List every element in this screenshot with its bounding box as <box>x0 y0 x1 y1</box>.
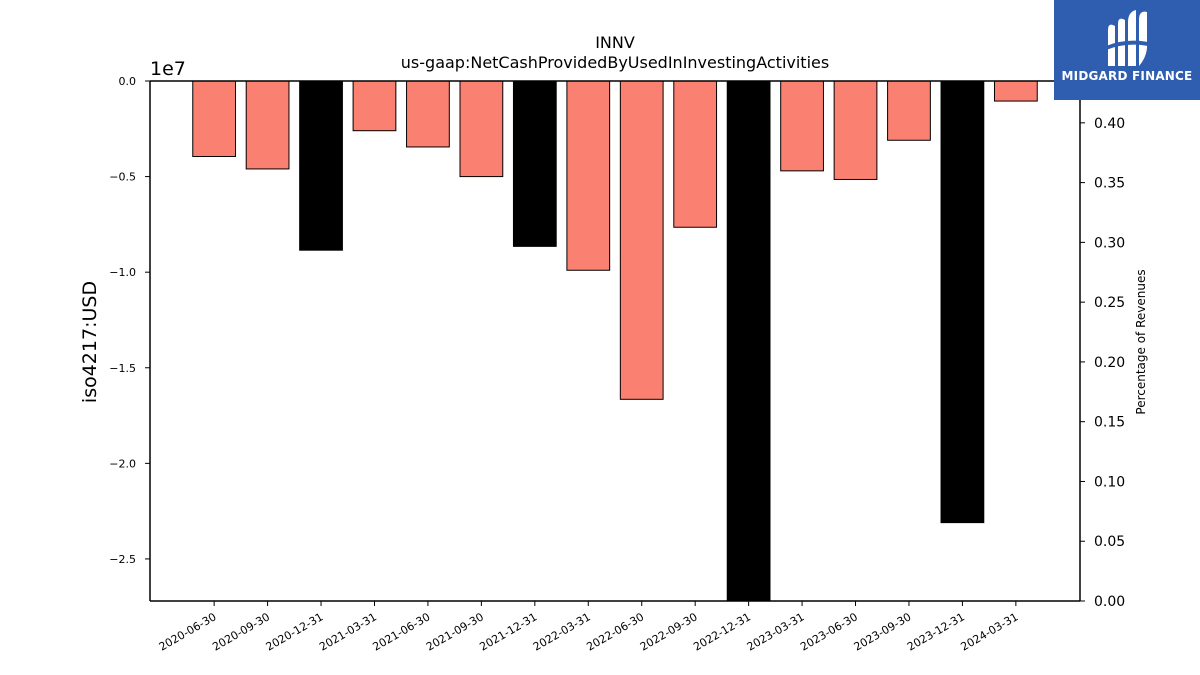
x-tick-label: 2020-06-30 <box>157 610 219 653</box>
bar-2020-06-30 <box>192 80 237 158</box>
bar-2022-06-30 <box>619 80 664 400</box>
y-axis-label: iso4217:USD <box>79 281 101 403</box>
y2-tick-label: 0.20 <box>1094 355 1125 371</box>
y2-tick-label: 0.25 <box>1094 295 1125 311</box>
x-tick-label: 2023-09-30 <box>852 610 914 653</box>
y2-tick-label: 0.30 <box>1094 235 1125 251</box>
bar-2021-09-30 <box>459 80 504 178</box>
x-tick-label: 2020-12-31 <box>264 610 326 653</box>
x-tick-label: 2023-03-31 <box>745 610 807 653</box>
y-tick-label: −0.5 <box>109 171 136 184</box>
x-tick-label: 2024-03-31 <box>959 610 1021 653</box>
bar-2024-03-31 <box>993 80 1038 102</box>
y2-tick-label: 0.00 <box>1094 594 1125 610</box>
x-tick-label: 2021-12-31 <box>477 610 539 653</box>
y-tick-label: −2.0 <box>109 457 136 470</box>
chart-title: INNV <box>595 33 635 52</box>
y-offset-label: 1e7 <box>150 58 186 80</box>
chart-subtitle: us-gaap:NetCashProvidedByUsedInInvesting… <box>401 53 829 72</box>
y2-tick-label: 0.10 <box>1094 474 1125 490</box>
bar-2021-06-30 <box>406 80 450 148</box>
x-tick-label: 2021-03-31 <box>317 610 379 653</box>
y-tick-label: −2.5 <box>109 553 136 566</box>
bar-2022-09-30 <box>673 80 718 228</box>
company-logo: MIDGARD FINANCE <box>1054 0 1200 100</box>
bars-layer <box>192 80 1038 602</box>
bar-2021-12-31 <box>512 80 557 247</box>
bar-2023-09-30 <box>887 80 931 141</box>
x-tick-label: 2023-12-31 <box>905 610 967 653</box>
x-tick-label: 2022-09-30 <box>638 610 700 653</box>
bar-2021-03-31 <box>352 80 397 132</box>
x-tick-label: 2021-06-30 <box>371 610 433 653</box>
y-tick-label: 0.0 <box>119 75 137 88</box>
y2-axis-label: Percentage of Revenues <box>1134 269 1148 414</box>
logo-text: MIDGARD FINANCE <box>1061 69 1193 83</box>
bar-2022-12-31 <box>726 80 771 602</box>
bar-2023-06-30 <box>833 80 878 180</box>
x-tick-label: 2023-06-30 <box>798 610 860 653</box>
bar-2020-09-30 <box>245 80 290 170</box>
x-tick-label: 2021-09-30 <box>424 610 486 653</box>
y-tick-label: −1.5 <box>109 362 136 375</box>
x-tick-label: 2022-03-31 <box>531 610 593 653</box>
y2-tick-label: 0.40 <box>1094 116 1125 132</box>
bar-2020-12-31 <box>299 80 343 251</box>
x-tick-label: 2022-06-30 <box>584 610 646 653</box>
midgard-logo-icon <box>1106 10 1148 67</box>
bar-2023-12-31 <box>940 80 985 524</box>
x-tick-label: 2020-09-30 <box>210 610 272 653</box>
x-tick-label: 2022-12-31 <box>691 610 753 653</box>
y2-tick-label: 0.15 <box>1094 415 1125 431</box>
y2-tick-label: 0.35 <box>1094 176 1125 192</box>
bar-2022-03-31 <box>566 80 611 271</box>
bar-2023-03-31 <box>780 80 824 172</box>
y2-tick-label: 0.05 <box>1094 534 1125 550</box>
y-tick-label: −1.0 <box>109 266 136 279</box>
